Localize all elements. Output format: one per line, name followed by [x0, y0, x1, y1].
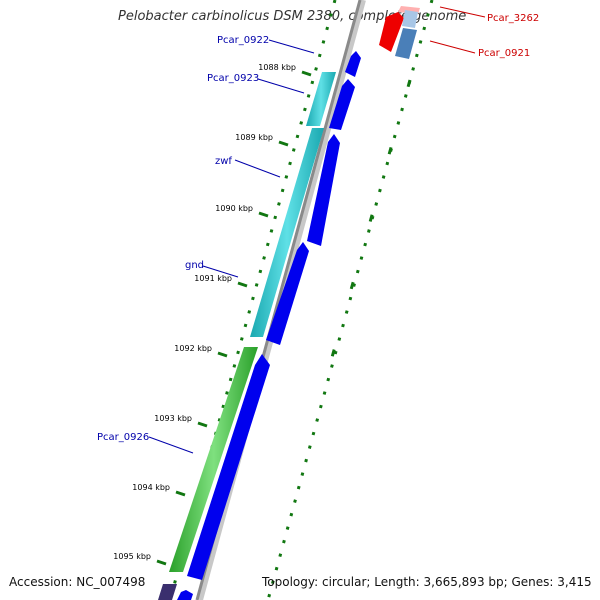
operon-bar-cyan-lower — [250, 128, 324, 337]
leader-pcar-0922 — [268, 39, 315, 54]
scale-tick-5 — [217, 351, 228, 358]
scale-tick-3 — [258, 211, 269, 218]
scale-label-8: 1095 kbp — [113, 552, 151, 561]
cds-arrow-zwf — [307, 134, 340, 246]
cds-arrow-pcar-0922 — [345, 51, 361, 77]
cds-arrow-pcar-0921-fade — [402, 10, 418, 28]
leader-pcar-0926 — [148, 436, 194, 454]
scale-tick-6 — [197, 421, 208, 428]
gene-label-pcar-3262[interactable]: Pcar_3262 — [487, 13, 539, 24]
accession-text: Accession: NC_007498 — [9, 575, 146, 589]
scale-label-6: 1093 kbp — [154, 414, 192, 423]
genome-summary-text: Topology: circular; Length: 3,665,893 bp… — [262, 575, 592, 589]
gene-label-zwf[interactable]: zwf — [215, 156, 232, 167]
scale-tick-2 — [278, 140, 289, 147]
cds-arrow-gnd — [266, 242, 309, 345]
scale-label-4: 1091 kbp — [194, 274, 232, 283]
gene-label-gnd[interactable]: gnd — [185, 260, 204, 271]
scale-label-2: 1089 kbp — [235, 133, 273, 142]
operon-bar-cyan-upper — [306, 72, 336, 126]
scale-tick-4 — [237, 281, 248, 288]
leader-pcar-0921 — [429, 40, 476, 54]
leader-zwf — [234, 159, 281, 178]
cds-arrow-pcar-3262 — [379, 12, 404, 52]
leader-pcar-3262 — [439, 6, 486, 18]
scale-tick-8 — [156, 559, 167, 566]
gene-label-pcar-0921[interactable]: Pcar_0921 — [478, 48, 530, 59]
cds-arrow-next — [177, 590, 193, 600]
cds-bar-navy — [158, 584, 177, 600]
leader-pcar-0923 — [257, 78, 305, 94]
operon-bar-green — [169, 347, 258, 572]
scale-label-5: 1092 kbp — [174, 344, 212, 353]
outer-rail — [266, 0, 434, 600]
scale-tick-1 — [301, 70, 312, 77]
scale-label-3: 1090 kbp — [215, 204, 253, 213]
map-title: Pelobacter carbinolicus DSM 2380, comple… — [118, 9, 467, 24]
gene-label-pcar-0926[interactable]: Pcar_0926 — [97, 432, 149, 443]
cds-arrow-pcar-0926 — [187, 354, 270, 580]
scale-label-1: 1088 kbp — [258, 63, 296, 72]
leader-gnd — [202, 265, 239, 278]
gene-label-pcar-0923[interactable]: Pcar_0923 — [207, 73, 259, 84]
gene-label-pcar-0922[interactable]: Pcar_0922 — [217, 35, 269, 46]
scale-label-7: 1094 kbp — [132, 483, 170, 492]
cds-arrow-pcar-0923 — [329, 79, 355, 130]
scale-tick-7 — [175, 490, 186, 497]
cds-arrow-pcar-0921 — [395, 28, 417, 59]
